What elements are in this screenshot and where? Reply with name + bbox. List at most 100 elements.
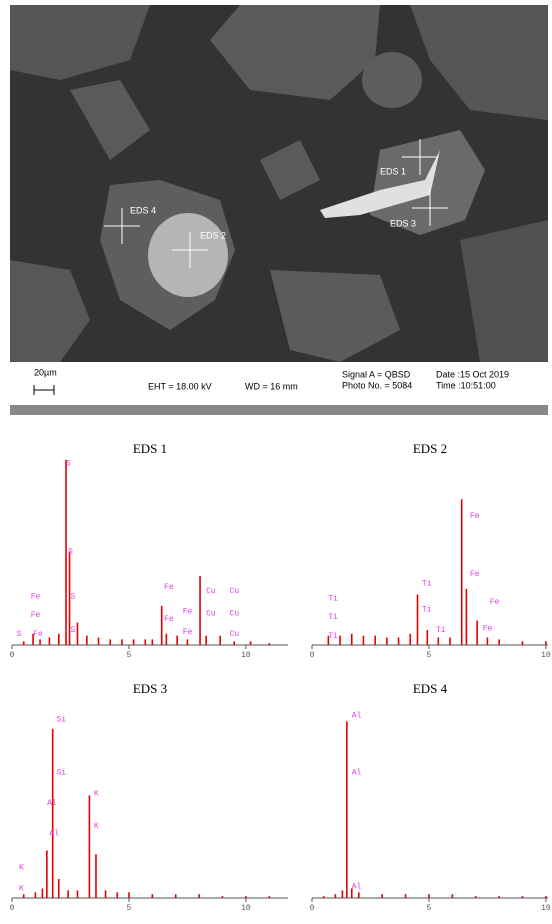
peak-label: K (94, 790, 99, 799)
peak-label: Fe (164, 583, 174, 592)
x-tick-label: 0 (10, 651, 15, 660)
peak-label: Si (56, 716, 66, 725)
spectrum-peak (398, 638, 400, 645)
spectrum-peak (268, 643, 270, 645)
x-tick-label: 0 (10, 904, 15, 913)
wd: WD = 16 mm (245, 381, 298, 391)
spectrum-peak (351, 634, 353, 645)
spectrum-peak (109, 639, 111, 645)
info-strip (10, 405, 548, 415)
spectrum-peak (409, 634, 411, 645)
spectrum-peak (176, 636, 178, 645)
spectrum-peak (498, 639, 500, 645)
spectrum-peak (346, 721, 348, 898)
spectrum-peak (77, 890, 79, 898)
peak-label: Al (49, 830, 59, 839)
spectrum-peak (381, 894, 383, 898)
spectrum-peak (105, 890, 107, 898)
spectrum-peak (522, 641, 524, 645)
spectrum-peak (476, 621, 478, 645)
spectrum-peak (49, 638, 51, 645)
peak-label: K (94, 822, 99, 831)
peak-label: Al (352, 769, 362, 778)
spectrum-peak (475, 896, 477, 898)
peak-label: S (68, 548, 73, 557)
spectrum-peak (545, 896, 547, 898)
spectrum-peak (95, 854, 97, 898)
chart-title: EDS 2 (413, 441, 447, 456)
x-tick-label: 10 (541, 904, 551, 913)
peak-label: Fe (470, 512, 480, 521)
peak-label: Cu (206, 609, 216, 618)
peak-label: Ti (328, 613, 338, 622)
peak-label: Cu (230, 630, 240, 639)
peak-label: Si (56, 769, 66, 778)
peak-label: S (70, 592, 75, 601)
peak-label: K (19, 885, 24, 894)
spectrum-peak (233, 641, 235, 645)
spectrum-peak (522, 896, 524, 898)
spectrum-peak (121, 639, 123, 645)
spectrum-peak (52, 729, 54, 898)
figure: EDS 1 EDS 2 EDS 3 EDS 4 20µm EHT = 18.00… (0, 0, 552, 924)
peak-label: Ti (436, 626, 446, 635)
spectrum-peak (487, 638, 489, 645)
x-tick-label: 5 (127, 651, 132, 660)
marker-label: EDS 3 (390, 218, 416, 228)
spectrum-peak (545, 641, 547, 645)
spectrum-peak (250, 641, 252, 645)
spectrum-peak (145, 639, 147, 645)
peak-label: Fe (490, 598, 500, 607)
photo-no: Photo No. = 5084 (342, 380, 412, 390)
peak-label: Ti (328, 594, 338, 603)
peak-label: Al (352, 712, 362, 721)
peak-label: Cu (206, 587, 216, 596)
x-tick-label: 10 (541, 651, 551, 660)
chart-title: EDS 1 (133, 441, 167, 456)
spectrum-peak (335, 894, 337, 898)
spectrum-peak (42, 889, 44, 899)
marker-label: EDS 4 (130, 205, 156, 215)
spectrum-peak (77, 623, 79, 645)
x-tick-label: 10 (241, 904, 251, 913)
spectrum-peak (417, 595, 419, 645)
peak-label: Al (352, 883, 362, 892)
peak-label: Fe (33, 630, 43, 639)
spectrum-peak (219, 636, 221, 645)
date: Date :15 Oct 2019 (436, 369, 509, 379)
spectrum-peak (449, 638, 451, 645)
peak-label: Ti (422, 579, 432, 588)
x-tick-label: 0 (310, 651, 315, 660)
peak-label: Ti (422, 606, 432, 615)
spectrum-peak (23, 894, 25, 898)
spectrum-peak (46, 851, 48, 899)
x-tick-label: 5 (427, 651, 432, 660)
x-tick-label: 5 (427, 904, 432, 913)
peak-label: Cu (230, 587, 240, 596)
time: Time :10:51:00 (436, 380, 496, 390)
page: EDS 1 EDS 2 EDS 3 EDS 4 20µm EHT = 18.00… (0, 0, 552, 924)
spectrum-peak (222, 896, 224, 898)
spectrum-peak (323, 896, 325, 898)
spectrum-peak (152, 894, 154, 898)
peak-label: Fe (31, 611, 41, 620)
spectrum-peak (438, 638, 440, 645)
peak-label: K (19, 864, 24, 873)
marker-label: EDS 1 (380, 166, 406, 176)
peak-label: Ti (328, 632, 338, 641)
spectrum-peak (89, 795, 91, 898)
spectrum-peak (466, 589, 468, 645)
spectrum-peak (161, 606, 163, 645)
scale-bar-label: 20µm (34, 367, 57, 377)
marker-label: EDS 2 (200, 230, 226, 240)
spectrum-peak (65, 460, 67, 645)
x-tick-label: 0 (310, 904, 315, 913)
peak-label: Cu (230, 609, 240, 618)
spectrum-peak (245, 896, 247, 898)
peak-label: S (17, 630, 22, 639)
spectrum-peak (198, 894, 200, 898)
spectrum-peak (428, 894, 430, 898)
spectrum-peak (199, 576, 201, 645)
peak-label: Al (47, 799, 57, 808)
spectrum-peak (133, 639, 135, 645)
